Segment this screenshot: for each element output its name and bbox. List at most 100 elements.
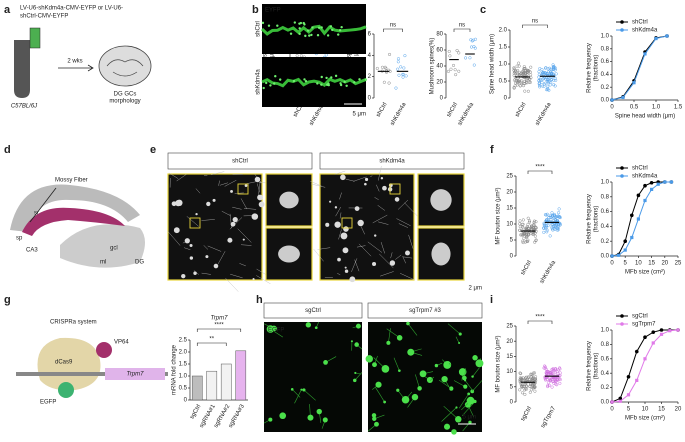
bouton (427, 380, 431, 383)
bouton (329, 200, 332, 203)
legend-marker (620, 174, 624, 178)
bouton (184, 238, 190, 244)
dot-decoration (521, 218, 525, 222)
spine (317, 26, 321, 29)
dot-decoration (401, 75, 405, 79)
spine (273, 82, 276, 85)
dot-decoration (545, 79, 550, 83)
y-axis-label: mRNA fold change (172, 344, 178, 395)
spine (289, 32, 293, 35)
y-axis-label: (fractions) (594, 353, 600, 380)
dot-decoration (464, 56, 468, 60)
bouton (244, 184, 248, 187)
dot-decoration (380, 65, 385, 69)
spine (320, 83, 323, 86)
region-label: DG (135, 260, 144, 266)
category-label: sgCtrl (520, 406, 533, 423)
dot-decoration (396, 60, 400, 64)
legend-label: shKdm4a (632, 174, 658, 180)
sig-bracket (196, 328, 242, 332)
part-label: EGFP (40, 400, 56, 406)
bar (206, 370, 218, 401)
dot-decoration (534, 239, 538, 243)
legend-marker (620, 314, 624, 318)
bouton (458, 341, 461, 344)
neurite (335, 206, 341, 217)
neurite (225, 277, 239, 292)
spine (276, 24, 279, 27)
sig-bracket (527, 170, 553, 174)
dot-decoration (539, 74, 543, 78)
x-tick-label: 20 (675, 407, 682, 413)
dot-decoration (396, 57, 401, 61)
cumulative-point (643, 183, 647, 188)
part-label: dCas9 (55, 360, 73, 366)
dot-decoration (521, 84, 526, 88)
y-tick-label: 0.8 (601, 46, 610, 52)
neurite (453, 380, 466, 387)
cumulative-point (636, 193, 641, 198)
cumulative-point (643, 52, 647, 56)
spine (311, 26, 314, 29)
spine (293, 21, 297, 24)
dot-decoration (552, 216, 556, 220)
bouton (314, 326, 318, 330)
significance: ns (459, 23, 465, 29)
bouton (230, 189, 233, 193)
neurite (294, 389, 302, 404)
dot-decoration (538, 67, 542, 71)
panel-label: b (252, 4, 259, 16)
dot-decoration (468, 56, 472, 60)
legend-marker (620, 28, 624, 32)
y-tick-label: 20 (506, 339, 513, 345)
bouton (257, 194, 263, 201)
spine (304, 34, 307, 38)
brain-icon (98, 45, 152, 87)
y-axis-label: Relative frequency (587, 341, 593, 391)
bouton (464, 379, 467, 382)
bouton (212, 198, 216, 202)
header-label: shKdm4a (379, 159, 405, 165)
bouton (364, 177, 369, 182)
y-tick-label: 0.6 (601, 209, 610, 215)
spine (358, 78, 361, 81)
neurite (313, 248, 324, 262)
spine (339, 83, 343, 87)
significance: ** (209, 337, 214, 343)
dot-decoration (557, 207, 561, 211)
bouton (334, 221, 341, 228)
bouton (316, 408, 322, 415)
dot-decoration (542, 84, 546, 88)
hippocampus-ca (10, 184, 140, 232)
dot-decoration (512, 66, 516, 70)
cumulative-point (650, 187, 654, 191)
x-tick-label: 20 (661, 261, 668, 267)
dot-decoration (526, 216, 530, 220)
dot-decoration (545, 230, 549, 234)
spine (325, 76, 328, 80)
y-tick-label: 1.0 (601, 34, 610, 40)
dot-decoration (375, 66, 379, 70)
dot-decoration (548, 66, 552, 70)
y-axis-label: MF bouton size (μm²) (496, 187, 502, 244)
spine (338, 29, 342, 32)
dot-decoration (553, 367, 557, 371)
panel-label: i (490, 294, 493, 306)
dot-decoration (523, 81, 527, 86)
neurite (458, 393, 469, 409)
significance: **** (214, 323, 224, 329)
dot-decoration (515, 64, 519, 68)
y-tick-label: 0.0 (601, 98, 610, 104)
bouton (270, 325, 277, 332)
dot-decoration (533, 225, 538, 229)
neurite (292, 389, 301, 398)
dot-decoration (556, 224, 560, 229)
bouton (386, 340, 391, 345)
dot-decoration (532, 371, 537, 375)
bouton (419, 370, 427, 378)
cumulative-point (676, 328, 680, 332)
panel-label: c (480, 4, 486, 16)
neurite (354, 259, 360, 272)
dot-decoration (529, 73, 533, 77)
